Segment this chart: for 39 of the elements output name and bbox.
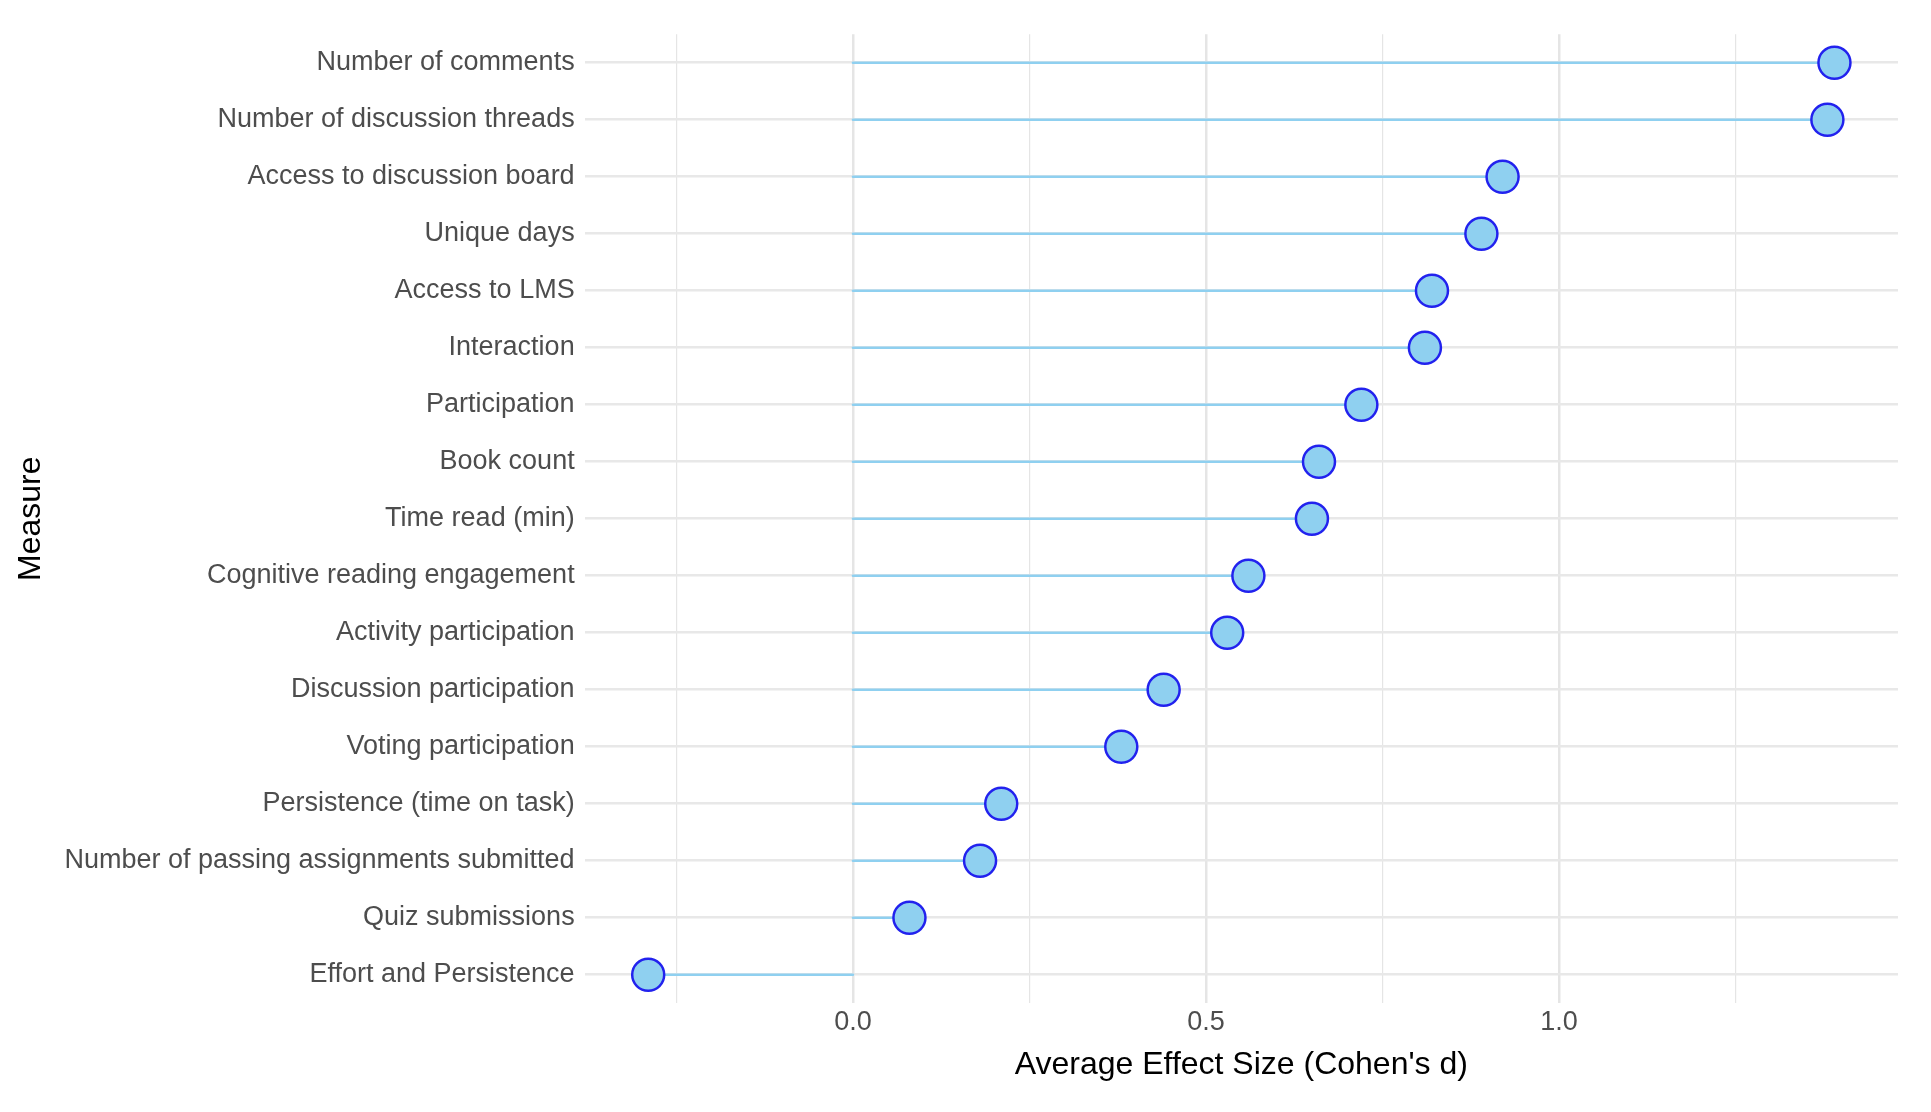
y-tick-label: Effort and Persistence: [309, 958, 575, 989]
x-axis-title: Average Effect Size (Cohen's d): [1014, 1044, 1468, 1081]
y-tick-label: Voting participation: [346, 730, 575, 761]
point: [630, 957, 666, 992]
point: [1209, 615, 1245, 650]
x-tick-label: 1.0: [1540, 1005, 1578, 1036]
point: [1414, 273, 1450, 308]
point: [984, 786, 1019, 821]
y-tick-label: Book count: [439, 445, 576, 476]
point: [1104, 729, 1139, 764]
point: [1464, 216, 1499, 251]
point: [1817, 45, 1852, 80]
y-tick-label: Participation: [426, 388, 575, 419]
y-tick-label: Number of discussion threads: [217, 103, 575, 134]
y-tick-label: Number of passing assignments submitted: [64, 844, 575, 875]
y-axis-title: Measure: [11, 456, 48, 581]
point: [1344, 387, 1379, 422]
y-tick-label: Interaction: [448, 331, 575, 362]
point: [892, 900, 927, 935]
y-tick-label: Activity participation: [336, 616, 575, 647]
y-tick-label: Access to discussion board: [247, 160, 575, 191]
x-tick-label: 0.0: [834, 1005, 872, 1036]
y-tick-label: Persistence (time on task): [262, 787, 575, 818]
y-tick-label: Time read (min): [385, 502, 575, 533]
point: [1146, 672, 1181, 707]
point: [962, 843, 998, 878]
point: [1407, 330, 1443, 365]
y-tick-label: Number of comments: [316, 46, 575, 77]
y-tick-label: Access to LMS: [394, 274, 575, 305]
point: [1485, 159, 1520, 194]
y-tick-label: Discussion participation: [291, 673, 575, 704]
point: [1301, 444, 1337, 479]
point: [1810, 102, 1845, 137]
y-tick-label: Cognitive reading engagement: [206, 559, 576, 590]
x-tick-label: 0.5: [1187, 1005, 1225, 1036]
y-tick-label: Unique days: [424, 217, 575, 248]
point: [1231, 558, 1266, 593]
y-tick-label: Quiz submissions: [363, 901, 575, 932]
point: [1294, 501, 1330, 536]
